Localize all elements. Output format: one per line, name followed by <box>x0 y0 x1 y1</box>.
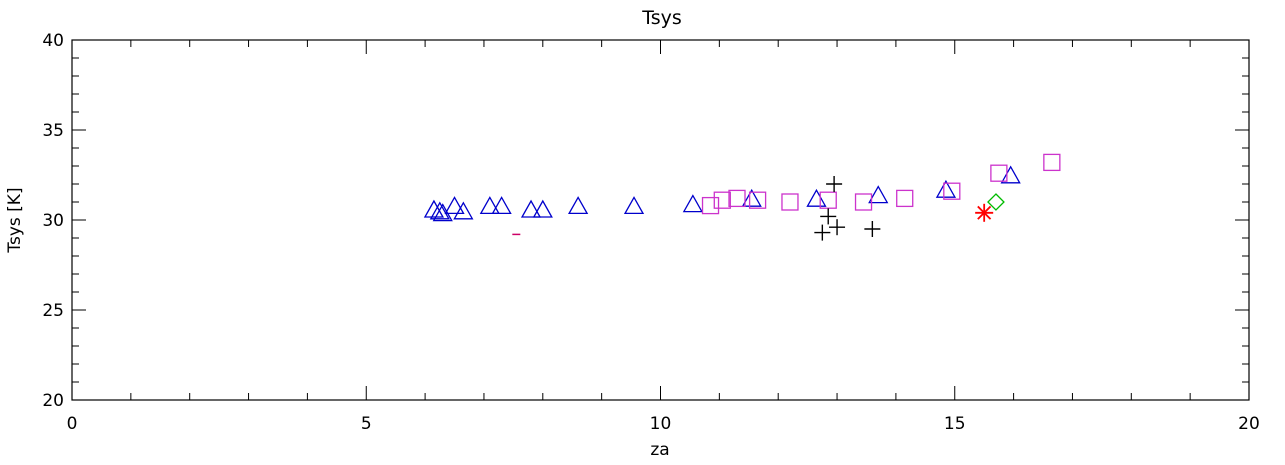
triangle-point <box>623 196 645 215</box>
triangle-point <box>520 199 542 218</box>
axis-ticks <box>71 39 1250 401</box>
triangle-point <box>1000 165 1021 184</box>
square-point <box>896 189 914 208</box>
triangle-point <box>491 196 512 215</box>
triangle-point <box>453 201 474 220</box>
triangle-point <box>432 203 453 222</box>
plus-point <box>814 224 831 241</box>
square-point <box>728 189 746 208</box>
data-markers <box>423 153 1061 241</box>
x-tick-label: 0 <box>67 414 78 434</box>
triangle-point <box>935 179 957 198</box>
plus-point <box>826 176 843 192</box>
y-tick-label: 40 <box>42 31 64 51</box>
plus-point <box>820 208 837 225</box>
x-tick-label: 15 <box>944 414 966 434</box>
plus-point <box>829 219 846 236</box>
x-tick-label: 5 <box>361 414 372 434</box>
chart-title: Tsys <box>641 7 682 29</box>
square-point <box>713 191 731 209</box>
square-point <box>701 196 720 215</box>
y-axis-label: Tsys [K] <box>5 187 25 253</box>
x-tick-label: 20 <box>1238 414 1260 434</box>
x-axis-label: za <box>650 440 669 460</box>
x-tick-label: 10 <box>650 414 672 434</box>
triangle-point <box>567 196 589 215</box>
triangle-point <box>682 194 703 213</box>
square-point <box>748 191 767 209</box>
triangle-point <box>479 196 500 215</box>
y-tick-label: 25 <box>42 301 64 321</box>
square-point <box>1043 153 1061 172</box>
triangle-point <box>868 185 889 204</box>
triangle-point <box>429 201 450 220</box>
y-tick-labels: 20 25 30 35 40 <box>42 31 64 411</box>
y-tick-label: 35 <box>42 121 64 141</box>
triangle-point <box>806 188 827 207</box>
x-tick-labels: 0 5 10 15 20 <box>67 414 1260 434</box>
square-point <box>854 193 873 211</box>
plus-point <box>864 221 881 237</box>
square-point <box>943 182 961 200</box>
square-point <box>990 164 1008 182</box>
y-tick-label: 30 <box>42 211 64 231</box>
square-point <box>819 191 837 209</box>
triangle-point <box>532 199 553 218</box>
asterisk-point <box>975 203 994 222</box>
triangle-point <box>423 199 445 218</box>
triangle-point <box>444 196 465 215</box>
y-tick-label: 20 <box>42 391 64 411</box>
diamond-point <box>987 193 1005 211</box>
square-point <box>781 193 799 211</box>
plot-frame <box>71 39 1250 401</box>
triangle-point <box>741 188 762 207</box>
